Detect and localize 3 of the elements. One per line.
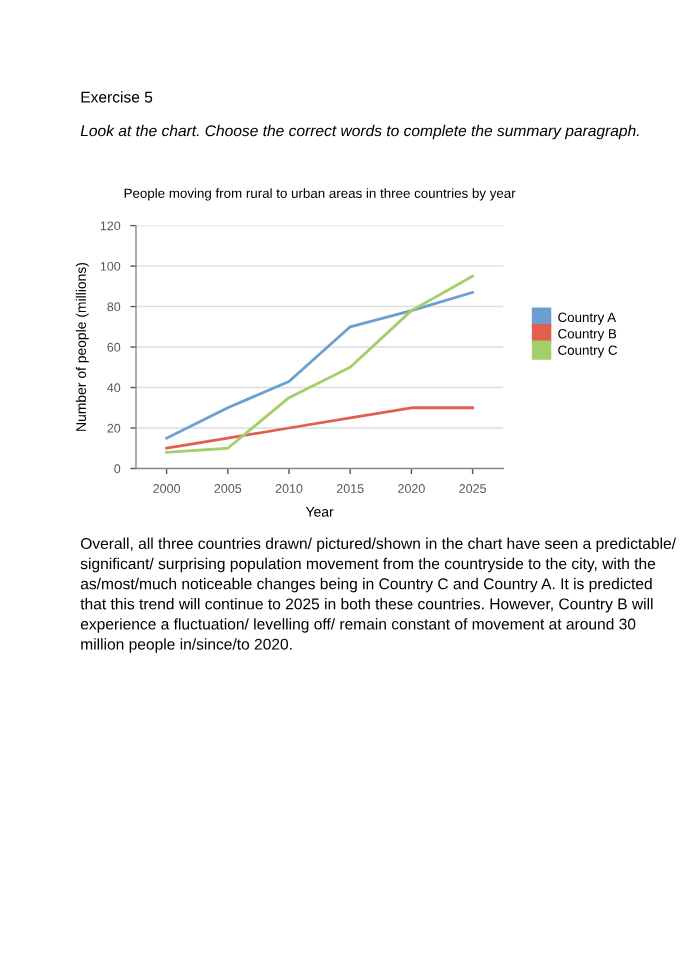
line-series bbox=[165, 274, 474, 454]
line-series bbox=[165, 291, 474, 440]
line-series bbox=[165, 406, 474, 450]
